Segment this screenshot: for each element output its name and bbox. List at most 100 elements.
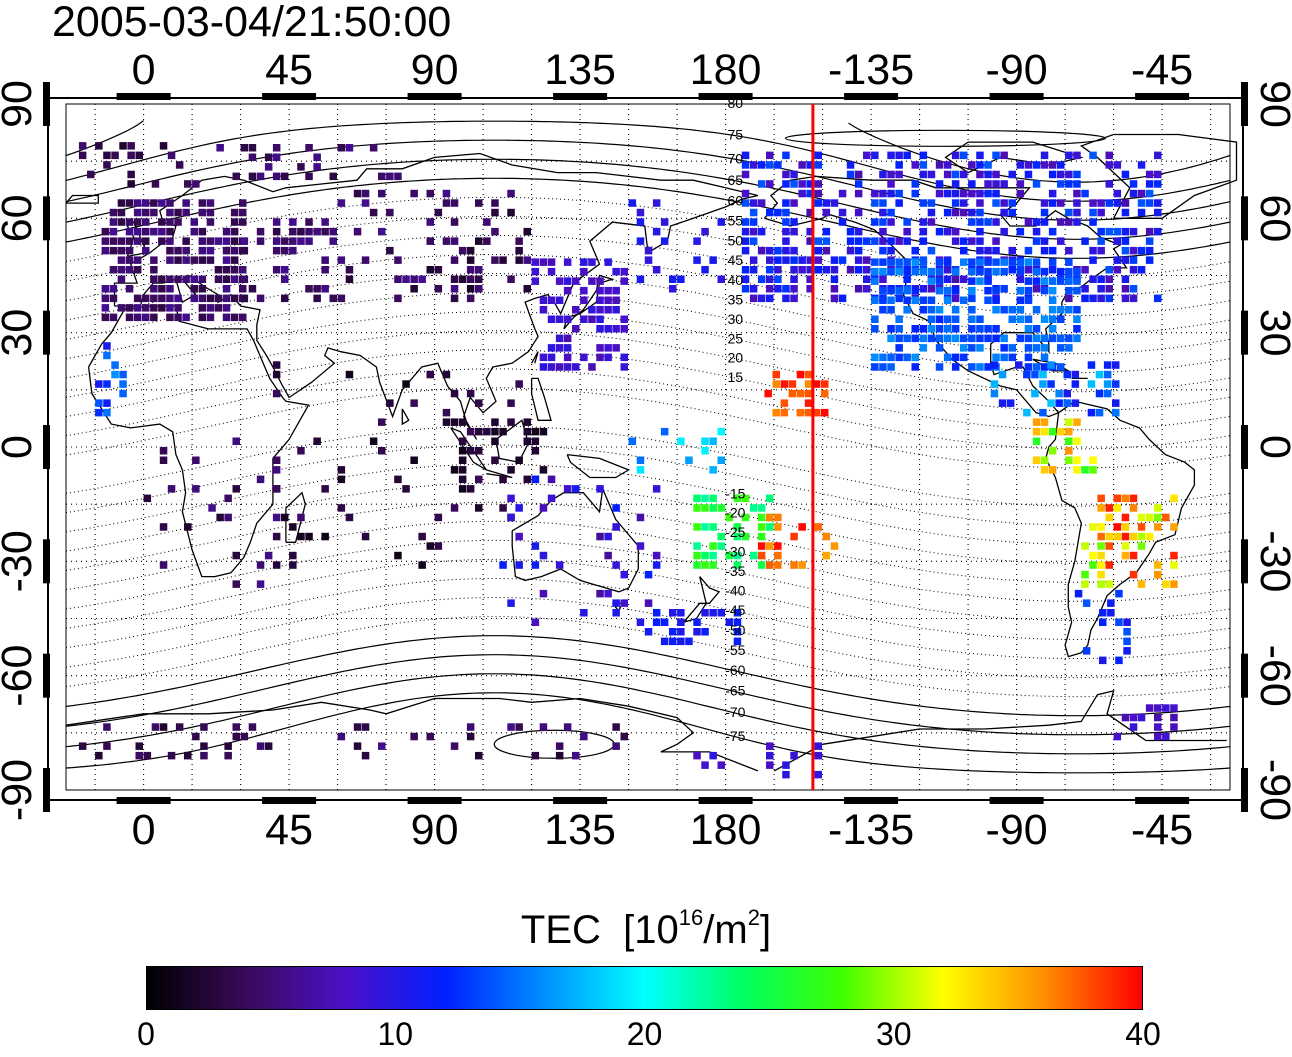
tec-cell (466, 285, 475, 293)
tec-cell (272, 237, 281, 245)
tec-cell (1032, 418, 1041, 426)
tec-cell (887, 267, 895, 276)
tec-cell (239, 218, 247, 226)
tec-cell (239, 199, 247, 207)
tec-cell (772, 370, 780, 379)
tec-cell (879, 227, 887, 236)
tec-cell (935, 306, 944, 314)
tec-cell (1016, 189, 1025, 198)
tec-cell (693, 551, 701, 560)
tec-cell (483, 427, 491, 436)
tec-cell (1000, 344, 1008, 352)
tec-cell (78, 742, 87, 750)
tec-cell (968, 189, 976, 198)
tec-cell (927, 315, 936, 323)
tec-cell (222, 285, 231, 293)
tec-cell (1016, 306, 1025, 314)
tec-cell (1154, 170, 1162, 179)
tec-cell (321, 266, 329, 274)
tec-cell (133, 304, 142, 312)
tec-cell (572, 277, 580, 285)
tec-cell (190, 285, 198, 293)
tec-cell (749, 227, 758, 236)
tec-cell (1047, 399, 1055, 407)
tec-cell (272, 532, 281, 541)
tec-cell (410, 399, 418, 407)
tec-cell (281, 172, 289, 181)
coastline (530, 377, 552, 421)
tec-cell (1040, 199, 1049, 207)
tec-cell (992, 267, 1000, 276)
tec-cell (523, 256, 531, 264)
tec-cell (117, 218, 126, 226)
tec-cell (660, 237, 669, 245)
tec-cell (198, 285, 207, 293)
tec-cell (321, 256, 329, 264)
tec-cell (184, 523, 192, 531)
tec-cell (1089, 256, 1097, 264)
tec-cell (109, 285, 118, 293)
tec-cell (507, 494, 515, 503)
tec-cell (596, 325, 604, 333)
tec-cell (256, 561, 265, 569)
top-lon-label: -90 (986, 46, 1048, 94)
tec-cell (151, 723, 160, 731)
tec-cell (1097, 294, 1105, 303)
tec-cell (968, 315, 976, 323)
tec-cell (230, 208, 239, 217)
tec-cell (782, 151, 790, 160)
tec-cell (450, 742, 459, 750)
tec-cell (903, 275, 911, 283)
tec-cell (772, 408, 780, 417)
tec-cell (1121, 532, 1130, 541)
tec-cell (854, 170, 863, 179)
tec-cell (1040, 267, 1049, 276)
tec-cell (1121, 523, 1130, 531)
tec-cell (1081, 189, 1089, 198)
tec-cell (782, 170, 790, 179)
tec-cell (272, 456, 281, 464)
tec-cell (555, 561, 564, 569)
top-lon-label: 90 (411, 46, 459, 94)
tec-cell (563, 485, 572, 493)
tec-cell (1097, 208, 1105, 217)
top-lon-label: 180 (690, 46, 762, 94)
colorbar-title: TEC [1016/m2] (0, 905, 1292, 953)
tec-cell (596, 277, 604, 285)
coastline (486, 469, 513, 479)
tec-cell (1097, 285, 1105, 293)
tec-cell (766, 751, 774, 760)
tec-cell (1048, 315, 1057, 323)
tec-cell (1145, 170, 1154, 179)
tec-cell (588, 277, 596, 285)
tec-cell (321, 485, 329, 493)
tec-cell (1016, 315, 1025, 323)
tec-cell (119, 370, 127, 379)
tec-cell (1040, 286, 1049, 295)
tec-cell (214, 304, 223, 312)
tec-cell (133, 218, 142, 226)
tec-cell (790, 227, 798, 236)
tec-cell (1000, 208, 1008, 217)
tec-cell (450, 389, 459, 398)
tec-cell (717, 456, 725, 464)
tec-cell (1073, 218, 1081, 226)
tec-cell (976, 344, 984, 352)
tec-cell (1097, 542, 1105, 550)
tec-cell (968, 258, 976, 266)
tec-cell (1008, 246, 1016, 255)
tec-cell (1071, 399, 1080, 407)
tec-cell (232, 551, 240, 560)
tec-cell (531, 618, 540, 626)
tec-cell (158, 237, 166, 245)
tec-cell (871, 325, 879, 333)
tec-cell (224, 742, 232, 750)
top-lon-tick (262, 93, 317, 100)
bottom-lon-tick (989, 797, 1044, 804)
tec-cell (369, 144, 378, 152)
tec-cell (1105, 532, 1113, 541)
tec-cell (200, 742, 208, 750)
tec-cell (1024, 277, 1033, 285)
tec-cell (951, 334, 960, 343)
tec-cell (604, 286, 612, 295)
